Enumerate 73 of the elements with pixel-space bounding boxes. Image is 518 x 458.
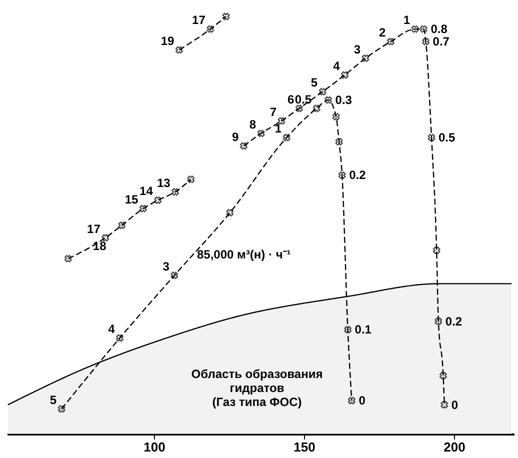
annotation: 0 bbox=[358, 394, 366, 408]
annotation: 18 bbox=[92, 239, 107, 254]
x-tick-label: 200 bbox=[444, 440, 466, 454]
point bbox=[341, 71, 349, 79]
annotation: 3 bbox=[354, 42, 361, 56]
point bbox=[172, 188, 180, 196]
annotation: 2 bbox=[379, 26, 386, 40]
point bbox=[118, 222, 126, 229]
annotation: 5 bbox=[50, 392, 57, 407]
annotation: 0.7 bbox=[432, 34, 450, 49]
annotation: 15 bbox=[124, 192, 139, 207]
annotation: 8 bbox=[249, 117, 256, 132]
point bbox=[312, 104, 320, 112]
point bbox=[226, 209, 234, 216]
annotation: 17 bbox=[87, 222, 101, 236]
annotation: 13 bbox=[156, 176, 171, 190]
point bbox=[420, 25, 428, 33]
point bbox=[282, 134, 290, 142]
point bbox=[338, 171, 346, 179]
annotation: 0.2 bbox=[445, 314, 462, 328]
point bbox=[362, 54, 370, 62]
point bbox=[295, 104, 303, 112]
point bbox=[411, 25, 419, 33]
annotation: 0.2 bbox=[349, 168, 366, 182]
annotation: 19 bbox=[160, 34, 175, 48]
point bbox=[187, 176, 195, 184]
point bbox=[102, 234, 110, 242]
point bbox=[206, 25, 214, 33]
annotation: 3 bbox=[162, 259, 170, 274]
point bbox=[434, 318, 442, 326]
annotation: 7 bbox=[270, 104, 277, 119]
x-tick-label: 100 bbox=[144, 440, 166, 454]
point bbox=[432, 246, 440, 254]
annotation: 17 bbox=[192, 13, 206, 28]
point bbox=[257, 130, 265, 138]
annotation: 1 bbox=[403, 13, 410, 28]
point bbox=[64, 254, 72, 262]
point bbox=[116, 334, 124, 342]
point bbox=[335, 138, 343, 146]
annotation: 0.5 bbox=[294, 92, 312, 106]
point bbox=[344, 326, 352, 334]
point bbox=[386, 38, 394, 46]
annotation: 14 bbox=[140, 184, 154, 198]
point bbox=[139, 204, 147, 212]
point bbox=[332, 112, 340, 120]
point bbox=[440, 401, 448, 409]
point bbox=[422, 38, 430, 46]
annotation: Область образования гидратов (Газ типа ФОС) bbox=[191, 367, 323, 409]
point bbox=[428, 134, 436, 142]
point bbox=[175, 46, 183, 54]
annotation: 6 bbox=[288, 92, 295, 106]
point bbox=[278, 117, 286, 125]
point bbox=[439, 372, 447, 380]
annotation: 4 bbox=[333, 58, 340, 73]
point bbox=[240, 142, 248, 150]
point bbox=[58, 405, 66, 413]
point bbox=[348, 396, 356, 404]
annotation: 0 bbox=[451, 398, 458, 412]
point bbox=[318, 88, 326, 96]
point bbox=[170, 272, 178, 280]
annotation: 0.3 bbox=[335, 93, 352, 108]
annotation: 4 bbox=[108, 322, 116, 336]
annotation: 0.5 bbox=[438, 130, 456, 145]
annotation: 5 bbox=[310, 76, 318, 90]
annotation: 85,000 м³(н) · ч⁻¹ bbox=[197, 247, 291, 262]
point bbox=[154, 196, 162, 204]
point bbox=[324, 96, 332, 104]
annotation: 0.1 bbox=[354, 322, 372, 337]
annotation: 1 bbox=[274, 122, 282, 136]
point bbox=[222, 12, 230, 20]
annotation: 9 bbox=[232, 130, 240, 144]
annotation: 0.8 bbox=[430, 22, 448, 36]
x-tick-label: 150 bbox=[294, 440, 316, 454]
